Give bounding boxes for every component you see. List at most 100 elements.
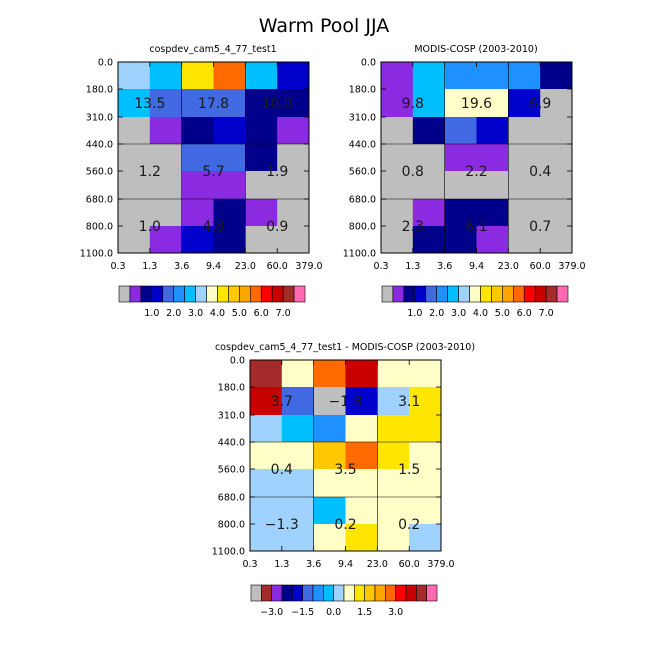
panel-2-colorbar-label: 1.5 <box>357 607 372 618</box>
panel-2-cell-r6-c4 <box>377 524 410 552</box>
panel-1-y-tick-label: 180.0 <box>349 85 376 96</box>
panel-1-block-label: 19.6 <box>461 96 492 112</box>
panel-1-cell-r1-c4 <box>508 89 541 118</box>
panel-1-cell-r2-c5 <box>540 117 573 145</box>
panel-1-cell-r4-c4 <box>508 171 541 200</box>
panel-1-colorbar-box <box>523 285 536 303</box>
panel-1-colorbar-box <box>381 285 394 303</box>
panel-0-x-tick-label: 1.3 <box>142 261 157 272</box>
panel-1-block-label: 9.8 <box>402 96 424 112</box>
panel-0-y-tick-label: 800.0 <box>86 222 113 233</box>
panel-2-cell-r2-c3 <box>345 415 378 443</box>
panel-1-cell-r6-c5 <box>540 226 573 254</box>
panel-1-cell-r0-c3 <box>476 62 509 90</box>
panel-1-block-label: 0.8 <box>402 164 424 180</box>
panel-1-cell-r2-c0 <box>381 117 414 145</box>
panel-1-colorbar-box <box>545 285 558 303</box>
panel-0-cell-r1-c1 <box>149 89 182 118</box>
panel-2-colorbar-box <box>343 584 355 602</box>
panel-1-cell-r6-c1 <box>412 226 445 254</box>
panel-2-block-label: 0.2 <box>334 517 356 533</box>
panel-2-colorbar-box <box>333 584 345 602</box>
panel-2-cell-r1-c4 <box>377 387 410 416</box>
panel-0-cell-r2-c0 <box>118 117 151 145</box>
panel-0-colorbar-label: 3.0 <box>188 308 203 319</box>
panel-0-cell-r4-c3 <box>213 171 246 200</box>
panel-2-colorbar-box <box>250 584 262 602</box>
panel-2-cell-r0-c5 <box>409 360 442 388</box>
panel-2-x-tick-label: 379.0 <box>427 559 454 570</box>
panel-2-cell-r0-c4 <box>377 360 410 388</box>
panel-0-cell-r6-c4 <box>245 226 278 254</box>
panel-1-colorbar-box <box>480 285 492 303</box>
panel-1-cell-r6-c4 <box>508 226 541 254</box>
panel-1-x-tick-label: 23.0 <box>498 261 519 272</box>
panel-0-y-tick-label: 440.0 <box>86 140 113 151</box>
panel-2-cell-r5-c0 <box>250 497 283 525</box>
panel-2-cell-r5-c3 <box>345 497 378 525</box>
panel-2-subtitle: cospdev_cam5_4_77_test1 - MODIS-COSP (20… <box>215 342 475 353</box>
panel-0-cell-r1-c2 <box>181 89 214 118</box>
panel-0-colorbar-box <box>184 285 196 303</box>
panel-2-colorbar-box <box>312 584 324 602</box>
panel-0-colorbar-label: 2.0 <box>166 308 181 319</box>
panel-2-cell-r1-c1 <box>281 387 314 416</box>
panel-1-y-tick-label: 1100.0 <box>343 249 376 260</box>
panel-0-y-tick-label: 310.0 <box>86 113 113 124</box>
panel-1-cell-r3-c0 <box>381 144 414 172</box>
panel-0-cell-r3-c1 <box>149 144 182 172</box>
panel-0-cell-r2-c1 <box>149 117 182 145</box>
panel-2-block-label: −1.3 <box>265 517 299 533</box>
panel-1-cell-r4-c3 <box>476 171 509 200</box>
panel-1-colorbar-label: 2.0 <box>429 308 444 319</box>
panel-1-cell-r5-c4 <box>508 199 541 227</box>
panel-2-cell-r0-c3 <box>345 360 378 388</box>
panel-2-colorbar-box <box>281 584 293 602</box>
panel-2-cell-r5-c5 <box>409 497 442 525</box>
panel-0-cell-r6-c1 <box>149 226 182 254</box>
panel-1-cell-r4-c0 <box>381 171 414 200</box>
panel-0-cell-r6-c2 <box>181 226 214 254</box>
panel-0-block-label: 4.8 <box>202 219 224 235</box>
panel-0-x-tick-label: 3.6 <box>174 261 189 272</box>
panel-2-cell-r6-c3 <box>345 524 378 552</box>
panel-2-colorbar-label: −3.0 <box>260 607 283 618</box>
panel-2-y-tick-label: 800.0 <box>218 520 245 531</box>
panel-1-colorbar-label: 6.0 <box>517 308 532 319</box>
panel-2-cell-r6-c1 <box>281 524 314 552</box>
panel-1-colorbar-box <box>512 285 525 303</box>
panel-0-cell-r2-c5 <box>277 117 310 145</box>
panel-2-colorbar-box <box>292 584 303 602</box>
panel-1-colorbar-label: 5.0 <box>495 308 510 319</box>
panel-1-y-tick-label: 560.0 <box>349 167 376 178</box>
panel-0-colorbar-label: 4.0 <box>210 308 225 319</box>
panel-2-colorbar-label: 0.0 <box>326 607 341 618</box>
panel-1-cell-r2-c1 <box>412 117 445 145</box>
panel-0-y-tick-label: 180.0 <box>86 85 113 96</box>
panel-2-x-tick-label: 1.3 <box>274 559 289 570</box>
panel-2-y-tick-label: 680.0 <box>218 493 245 504</box>
panel-2-cell-r4-c0 <box>250 469 283 498</box>
panel-1-cell-r5-c3 <box>476 199 509 227</box>
panel-2-x-tick-label: 3.6 <box>306 559 321 570</box>
panel-1-colorbar-box <box>502 285 514 303</box>
panel-0-colorbar-box <box>293 285 306 303</box>
panel-2-y-tick-label: 560.0 <box>218 465 245 476</box>
panel-0-colorbar-box <box>260 285 273 303</box>
panel-0-colorbar-box <box>173 285 185 303</box>
panel-0-colorbar-box <box>195 285 207 303</box>
panels: cospdev_cam5_4_77_test1 13.5 17.8 10.0 1.2 5.… <box>80 44 586 618</box>
panel-2-cell-r0-c0 <box>250 360 283 388</box>
panel-1-cell-r1-c0 <box>381 89 414 118</box>
panel-0-colorbar-box <box>271 285 284 303</box>
panel-2-x-tick-label: 23.0 <box>367 559 388 570</box>
panel-2-colorbar-box <box>405 584 417 602</box>
panel-0-colorbar-label: 6.0 <box>254 308 269 319</box>
panel-0-colorbar-box <box>228 285 240 303</box>
panel-2-cell-r1-c3 <box>345 387 378 416</box>
panel-2-cell-r6-c0 <box>250 524 283 552</box>
panel-1-colorbar-box <box>436 285 448 303</box>
panel-1-cell-r6-c3 <box>476 226 509 254</box>
panel-1-cell-r5-c5 <box>540 199 573 227</box>
